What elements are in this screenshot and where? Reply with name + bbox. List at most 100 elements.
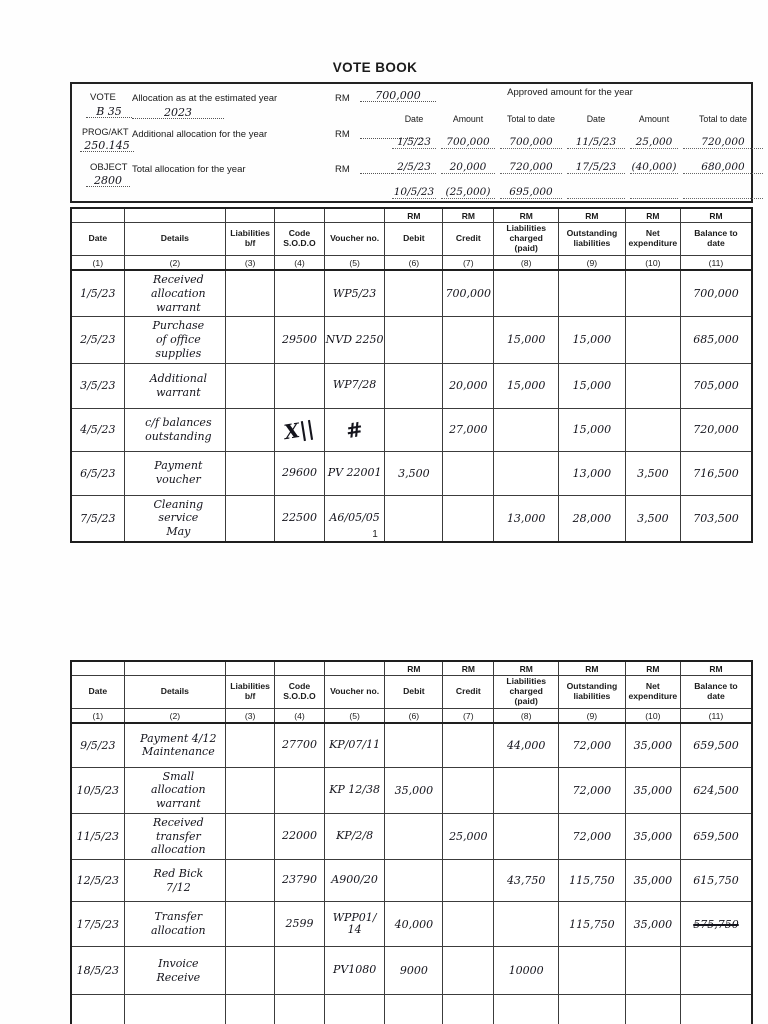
credit-cell: 27,000 (442, 407, 495, 452)
balance-cell: 685,000 (679, 316, 753, 364)
ledger-row: 2/5/23 Purchase of office supplies 29500 NV… (70, 316, 753, 364)
approved-value-cell: 11/5/23 (567, 131, 625, 149)
prog-rm-dots (360, 126, 422, 142)
rm-unit-label: RM (442, 207, 495, 223)
ledger-table-2: RM RM RM RM RM RM Date Details Liabilities b/f Co… (70, 660, 753, 1024)
net-expenditure-cell: 3,500 (624, 450, 681, 496)
details-cell: Payment 4/12 Maintenance (123, 722, 227, 768)
voucher-cell: KP/2/8 (323, 812, 386, 861)
object-value: 2800 (86, 175, 130, 187)
vote-value: B 35 (86, 106, 132, 118)
credit-cell (442, 316, 495, 364)
col-number-balance: (11) (679, 255, 753, 271)
rm-unit-label (274, 207, 325, 223)
col-header-code: Code S.O.D.O (274, 675, 325, 709)
liabilities-charged-cell (493, 450, 560, 496)
col-number-credit: (7) (442, 255, 495, 271)
vote-rm-amount: 700,000 (360, 90, 436, 102)
outstanding-cell (558, 994, 626, 1024)
col-number-credit: (7) (442, 708, 495, 724)
prog-rm-label: RM (335, 129, 350, 140)
ledger-row: 3/5/23 Additional warrant WP7/28 20,000 15,0… (70, 362, 753, 409)
approved-value-cell: (40,000) (630, 156, 678, 174)
voucher-cell (323, 994, 386, 1024)
liabilities-bf-cell (225, 901, 276, 947)
col-header-liabilities-bf: Liabilities b/f (225, 222, 276, 256)
date-cell (70, 994, 125, 1024)
debit-cell: 3,500 (384, 450, 444, 496)
rm-unit-label: RM (558, 660, 626, 676)
approved-value-cell: 1/5/23 (392, 131, 436, 149)
debit-cell (384, 994, 444, 1024)
rm-unit-label: RM (558, 207, 626, 223)
liabilities-bf-cell (225, 450, 276, 496)
outstanding-cell: 72,000 (558, 812, 626, 861)
liabilities-charged-cell: 10000 (493, 946, 560, 995)
credit-cell: 25,000 (442, 812, 495, 861)
debit-cell: 9000 (384, 946, 444, 995)
rm-unit-label (225, 660, 276, 676)
debit-cell: 35,000 (384, 766, 444, 814)
outstanding-cell: 15,000 (558, 407, 626, 452)
col-number-liabilities-charged: (8) (493, 255, 560, 271)
prog-label: PROG/AKT (82, 127, 129, 137)
code-cell: X|| (274, 407, 325, 452)
debit-cell (384, 859, 444, 902)
liabilities-bf-cell (225, 494, 276, 543)
ledger-row: 11/5/23 Received transfer allocation 22000… (70, 812, 753, 861)
code-cell (274, 994, 325, 1024)
details-cell: Red Bick 7/12 (123, 859, 227, 902)
code-cell: 22500 (274, 494, 325, 543)
details-cell: Transfer allocation (123, 901, 227, 947)
object-rm-label: RM (335, 164, 350, 175)
ledger-row: 12/5/23 Red Bick 7/12 23790 A900/20 43,750 11… (70, 859, 753, 902)
rm-unit-label: RM (384, 660, 444, 676)
rm-unit-label: RM (679, 207, 753, 223)
rm-unit-label: RM (442, 660, 495, 676)
date-cell: 18/5/23 (70, 946, 125, 995)
debit-cell (384, 407, 444, 452)
col-header-balance: Balance to date (679, 222, 753, 256)
net-expenditure-cell (624, 946, 681, 995)
net-expenditure-cell (624, 407, 681, 452)
object-rm-dots (360, 161, 422, 177)
code-cell: 2599 (274, 901, 325, 947)
code-cell: 29500 (274, 316, 325, 364)
col-header-outstanding: Outstanding liabilities (558, 675, 626, 709)
col-number-outstanding: (9) (558, 255, 626, 271)
approved-value-cell: 700,000 (441, 131, 495, 149)
net-expenditure-cell: 35,000 (624, 722, 681, 768)
outstanding-cell: 15,000 (558, 362, 626, 409)
credit-cell (442, 994, 495, 1024)
ledger-row (70, 994, 753, 1024)
balance-cell: 624,500 (679, 766, 753, 814)
date-cell: 11/5/23 (70, 812, 125, 861)
balance-cell: 720,000 (679, 407, 753, 452)
liabilities-charged-cell (493, 994, 560, 1024)
approved-value-cell: 10/5/23 (392, 181, 436, 199)
debit-cell (384, 812, 444, 861)
col-header-balance: Balance to date (679, 675, 753, 709)
ledger-row: 9/5/23 Payment 4/12 Maintenance 27700 KP/07… (70, 722, 753, 768)
approved-col-header: Amount (638, 114, 670, 124)
ledger-row: 18/5/23 Invoice Receive PV1080 9000 10000 (70, 946, 753, 995)
col-header-liabilities-bf: Liabilities b/f (225, 675, 276, 709)
col-number-liabilities-charged: (8) (493, 708, 560, 724)
col-header-details: Details (123, 222, 227, 256)
credit-cell (442, 722, 495, 768)
net-expenditure-cell: 35,000 (624, 859, 681, 902)
credit-cell (442, 494, 495, 543)
date-cell: 1/5/23 (70, 269, 125, 318)
ledger-row: 7/5/23 Cleaning service May 22500 A6/05/05 1… (70, 494, 753, 543)
col-number-net-expenditure: (10) (624, 255, 681, 271)
approved-value-cell: 695,000 (500, 181, 562, 199)
outstanding-cell (558, 946, 626, 995)
approved-value-cell: 720,000 (500, 156, 562, 174)
approved-value-cell: (25,000) (441, 181, 495, 199)
outstanding-cell: 28,000 (558, 494, 626, 543)
voucher-cell: KP 12/38 (323, 766, 386, 814)
vote-desc: Allocation as at the estimated year (132, 93, 278, 104)
col-number-details: (2) (123, 255, 227, 271)
balance-cell: 659,500 (679, 722, 753, 768)
